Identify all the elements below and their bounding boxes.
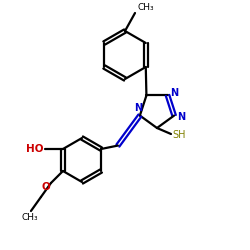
Text: N: N [170,88,179,99]
Text: CH₃: CH₃ [22,213,38,222]
Text: SH: SH [172,130,186,140]
Text: HO: HO [26,144,44,154]
Text: N: N [134,102,142,113]
Text: N: N [177,112,185,122]
Text: CH₃: CH₃ [137,3,154,12]
Text: O: O [41,182,50,192]
